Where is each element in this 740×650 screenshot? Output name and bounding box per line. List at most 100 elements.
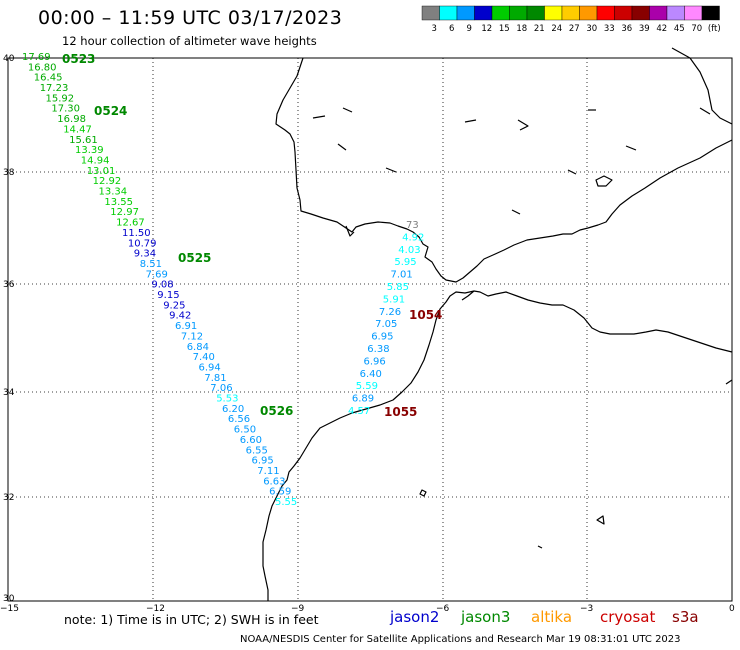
legend-swatch bbox=[666, 5, 685, 21]
pass-time-label: 1054 bbox=[409, 308, 442, 322]
legend-label: 42 bbox=[656, 24, 667, 34]
wave-height-value: 17.69 bbox=[22, 52, 51, 63]
legend-color-scale bbox=[421, 5, 720, 21]
wave-height-value: 12.67 bbox=[116, 218, 145, 229]
wave-height-value: 15.61 bbox=[69, 135, 98, 146]
jason3-track-values: 17.6916.8016.4517.2315.9217.3016.9814.47… bbox=[22, 52, 297, 508]
wave-height-value: 8.51 bbox=[140, 259, 162, 270]
wave-height-value: 6.63 bbox=[263, 476, 285, 487]
map-footer-credit: NOAA/NESDIS Center for Satellite Applica… bbox=[240, 634, 681, 645]
y-tick-label: 40 bbox=[3, 54, 15, 64]
x-tick-label: −15 bbox=[0, 604, 19, 614]
map-title: 00:00 – 11:59 UTC 03/17/2023 bbox=[38, 7, 343, 29]
wave-height-value: 6.95 bbox=[371, 332, 393, 343]
wave-height-value: 5.55 bbox=[275, 497, 297, 508]
pass-time-label: 1055 bbox=[384, 405, 417, 419]
legend-swatch bbox=[649, 5, 668, 21]
legend-swatch bbox=[456, 5, 475, 21]
legend-label: (ft) bbox=[708, 24, 721, 34]
wave-height-value: 12.97 bbox=[110, 207, 139, 218]
wave-height-value: 6.56 bbox=[228, 414, 250, 425]
wave-height-value: 16.45 bbox=[34, 73, 63, 84]
map-frame bbox=[7, 57, 733, 602]
satellite-label-altika: altika bbox=[531, 608, 573, 626]
wave-height-value: 6.95 bbox=[252, 456, 274, 467]
axis-y-ticks: 40 38 36 34 32 30 bbox=[3, 54, 15, 604]
wave-height-value: 14.47 bbox=[63, 124, 92, 135]
wave-height-value: 4.03 bbox=[398, 245, 420, 256]
y-tick-label: 34 bbox=[3, 388, 15, 398]
wave-height-value: 6.38 bbox=[367, 344, 389, 355]
wave-height-value: 7.40 bbox=[193, 352, 215, 363]
legend-label: 12 bbox=[481, 24, 492, 34]
y-tick-label: 32 bbox=[3, 493, 14, 503]
y-tick-label: 36 bbox=[3, 280, 15, 290]
wave-height-value: 11.50 bbox=[122, 228, 151, 239]
wave-height-value: 5.85 bbox=[387, 282, 409, 293]
wave-height-value: 6.89 bbox=[352, 394, 374, 405]
legend-labels: 3 6 9 12 15 18 21 24 27 30 33 36 39 42 45 70 (ft) bbox=[432, 24, 721, 34]
legend-label: 15 bbox=[499, 24, 510, 34]
legend-label: 36 bbox=[621, 24, 632, 34]
wave-height-value: 7.12 bbox=[181, 331, 203, 342]
legend-label: 39 bbox=[639, 24, 650, 34]
wave-height-value: 5.53 bbox=[216, 394, 238, 405]
cryosat-track-values: 734.924.035.957.015.855.917.267.056.956.… bbox=[348, 220, 424, 417]
wave-height-value: 6.55 bbox=[246, 445, 268, 456]
legend-swatch bbox=[701, 5, 720, 21]
wave-height-value: 13.39 bbox=[75, 145, 104, 156]
wave-height-value: 13.01 bbox=[87, 166, 116, 177]
pass-time-label: 0523 bbox=[62, 52, 95, 66]
wave-height-value: 9.25 bbox=[163, 300, 185, 311]
wave-height-value: 6.84 bbox=[187, 342, 209, 353]
legend-swatch bbox=[614, 5, 633, 21]
wave-height-value: 17.23 bbox=[40, 83, 69, 94]
wave-height-value: 6.60 bbox=[240, 435, 262, 446]
legend-label: 6 bbox=[449, 24, 454, 34]
wave-height-value: 13.34 bbox=[99, 187, 128, 198]
wave-height-value: 14.94 bbox=[81, 156, 110, 167]
wave-height-value: 9.15 bbox=[157, 290, 179, 301]
wave-height-value: 5.59 bbox=[356, 381, 378, 392]
y-tick-label: 30 bbox=[3, 594, 15, 604]
satellite-label-s3a: s3a bbox=[672, 608, 699, 626]
wave-height-value: 7.05 bbox=[375, 319, 397, 330]
pass-time-label: 0525 bbox=[178, 251, 211, 265]
wave-height-value: 6.50 bbox=[234, 425, 256, 436]
lat-lon-grid bbox=[8, 58, 732, 601]
legend-label: 70 bbox=[691, 24, 702, 34]
legend-swatch bbox=[491, 5, 510, 21]
wave-height-value: 12.92 bbox=[93, 176, 122, 187]
legend-label: 27 bbox=[569, 24, 580, 34]
wave-height-value: 5.91 bbox=[383, 294, 405, 305]
legend-label: 45 bbox=[674, 24, 685, 34]
x-tick-label: −9 bbox=[291, 604, 305, 614]
legend-swatch bbox=[544, 5, 563, 21]
satellite-label-jason2: jason2 bbox=[390, 608, 440, 626]
x-tick-label: −3 bbox=[580, 604, 593, 614]
pass-time-labels: 0523 0524 0525 0526 1054 1055 bbox=[62, 52, 442, 419]
map-subtitle: 12 hour collection of altimeter wave hei… bbox=[62, 34, 317, 48]
wave-height-value: 7.26 bbox=[379, 307, 401, 318]
wave-height-value: 17.30 bbox=[51, 104, 80, 115]
wave-height-value: 6.91 bbox=[175, 321, 197, 332]
legend-label: 3 bbox=[432, 24, 437, 34]
legend-swatch bbox=[509, 5, 528, 21]
legend-swatch bbox=[421, 5, 440, 21]
wave-height-value: 5.95 bbox=[394, 257, 416, 268]
wave-height-value: 7.81 bbox=[204, 373, 226, 384]
legend-label: 9 bbox=[467, 24, 472, 34]
legend-label: 30 bbox=[586, 24, 597, 34]
x-tick-label: −12 bbox=[146, 604, 165, 614]
pass-time-label: 0526 bbox=[260, 404, 293, 418]
legend-swatch bbox=[631, 5, 650, 21]
legend-label: 33 bbox=[604, 24, 615, 34]
legend-swatch bbox=[561, 5, 580, 21]
legend-swatch bbox=[684, 5, 703, 21]
legend-label: 18 bbox=[516, 24, 527, 34]
wave-height-value: 4.57 bbox=[348, 406, 370, 417]
wave-height-value: 10.79 bbox=[128, 238, 157, 249]
satellite-label-jason3: jason3 bbox=[461, 608, 511, 626]
y-tick-label: 38 bbox=[3, 168, 15, 178]
